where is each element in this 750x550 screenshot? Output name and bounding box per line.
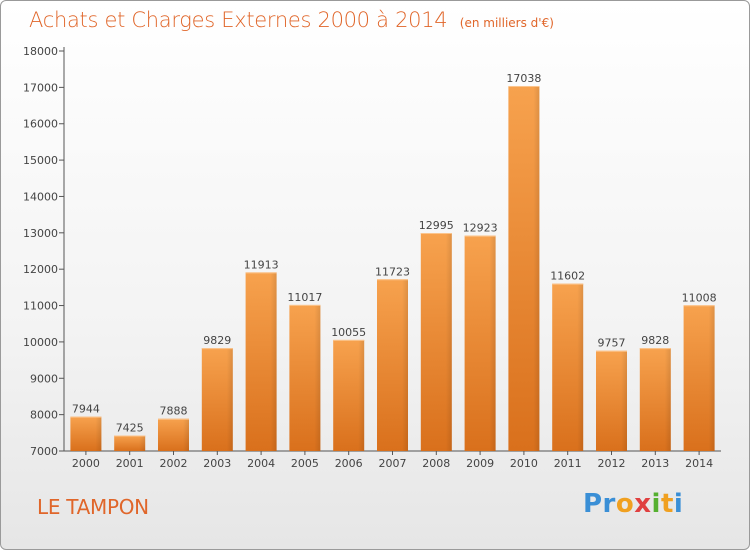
x-tick-label-2001: 2001 xyxy=(116,457,144,470)
data-label-2005: 11017 xyxy=(287,291,322,304)
bar-shade-2011 xyxy=(577,283,584,451)
bar-shade-2002 xyxy=(183,418,189,451)
data-label-2010: 17038 xyxy=(506,72,541,85)
x-tick-label-2009: 2009 xyxy=(466,457,494,470)
x-tick-label-2002: 2002 xyxy=(160,457,188,470)
x-tick-label-2007: 2007 xyxy=(379,457,407,470)
logo-part-1: o xyxy=(615,489,635,519)
x-tick-label-2004: 2004 xyxy=(247,457,275,470)
data-label-2004: 11913 xyxy=(244,258,279,271)
x-tick-label-2008: 2008 xyxy=(422,457,450,470)
data-label-2002: 7888 xyxy=(160,405,188,418)
x-tick-label-2010: 2010 xyxy=(510,457,538,470)
data-label-2006: 10055 xyxy=(331,326,366,339)
data-label-2003: 9829 xyxy=(203,334,231,347)
data-label-2013: 9828 xyxy=(641,334,669,347)
y-tick-label: 18000 xyxy=(23,45,58,58)
x-tick-label-2006: 2006 xyxy=(335,457,363,470)
logo-part-3: i xyxy=(651,489,661,519)
chart-title-block: Achats et Charges Externes 2000 à 2014 (… xyxy=(29,8,554,32)
bar-shade-2010 xyxy=(533,85,540,452)
data-label-2011: 11602 xyxy=(550,270,585,283)
y-tick-label: 9000 xyxy=(30,372,58,385)
data-label-2000: 7944 xyxy=(72,403,100,416)
bar-shade-2013 xyxy=(664,348,671,451)
y-tick-label: 7000 xyxy=(30,445,58,458)
bar-shade-2012 xyxy=(621,350,627,451)
bar-shade-2009 xyxy=(489,235,496,451)
data-label-2009: 12923 xyxy=(463,222,498,235)
location-label: LE TAMPON xyxy=(37,495,149,519)
data-label-2007: 11723 xyxy=(375,265,410,278)
bar-shade-2001 xyxy=(139,435,146,451)
logo-part-5: i xyxy=(673,489,684,519)
y-tick-label: 8000 xyxy=(30,409,58,422)
bar-shade-2006 xyxy=(358,339,365,451)
y-tick-label: 16000 xyxy=(23,118,58,131)
bar-2001 xyxy=(114,435,146,451)
bar-shade-2000 xyxy=(95,416,102,451)
proxiti-logo: Proxiti xyxy=(583,489,683,519)
bar-shade-2004 xyxy=(270,272,277,451)
logo-part-4: t xyxy=(660,489,674,519)
x-tick-label-2013: 2013 xyxy=(641,457,669,470)
y-tick-label: 14000 xyxy=(23,190,58,203)
y-tick-label: 10000 xyxy=(23,336,58,349)
data-label-2012: 9757 xyxy=(598,337,626,350)
x-tick-label-2003: 2003 xyxy=(203,457,231,470)
x-tick-label-2005: 2005 xyxy=(291,457,319,470)
chart-subtitle: (en milliers d'€) xyxy=(459,16,554,30)
bar-shade-2007 xyxy=(402,279,408,451)
x-tick-label-2011: 2011 xyxy=(554,457,582,470)
y-tick-label: 12000 xyxy=(23,263,58,276)
y-tick-label: 17000 xyxy=(23,81,58,94)
data-label-2001: 7425 xyxy=(116,422,144,435)
chart-title: Achats et Charges Externes 2000 à 2014 xyxy=(29,8,448,32)
x-tick-label-2000: 2000 xyxy=(72,457,100,470)
bar-shade-2005 xyxy=(314,304,321,451)
data-label-2008: 12995 xyxy=(419,219,454,232)
data-label-2014: 11008 xyxy=(682,291,717,304)
logo-part-2: x xyxy=(634,489,652,519)
x-tick-label-2014: 2014 xyxy=(685,457,713,470)
y-tick-label: 15000 xyxy=(23,154,58,167)
bar-shade-2008 xyxy=(445,233,452,451)
logo-part-0: Pr xyxy=(583,489,616,519)
y-tick-label: 11000 xyxy=(23,300,58,313)
y-tick-label: 13000 xyxy=(23,227,58,240)
x-tick-label-2012: 2012 xyxy=(598,457,626,470)
bar-shade-2003 xyxy=(226,348,233,451)
bar-shade-2014 xyxy=(708,305,715,451)
